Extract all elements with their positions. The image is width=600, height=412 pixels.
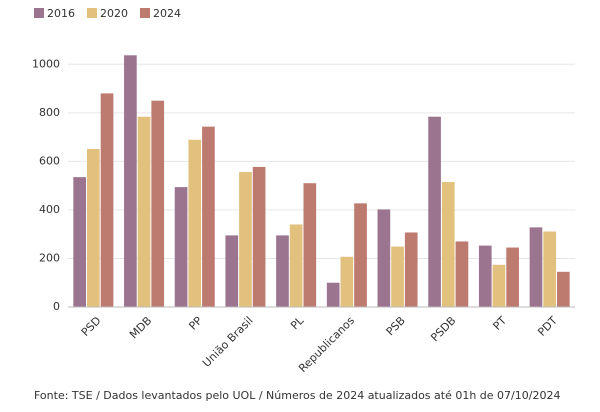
x-tick-label: PSB <box>384 314 408 338</box>
legend-label: 2024 <box>153 7 181 20</box>
bar <box>239 172 252 307</box>
bar <box>492 264 506 307</box>
bar <box>225 235 239 307</box>
bar <box>100 93 114 308</box>
bar <box>87 148 100 307</box>
bar <box>543 231 556 307</box>
legend-swatch <box>34 8 44 18</box>
x-tick-label: União Brasil <box>200 314 256 370</box>
x-tick-label: PDT <box>535 314 560 339</box>
bar <box>340 256 354 307</box>
y-tick-label: 200 <box>39 251 60 264</box>
x-tick-label: PP <box>186 314 205 333</box>
bar <box>276 235 289 307</box>
bar <box>428 116 441 308</box>
bar <box>174 187 188 307</box>
bar <box>124 55 137 308</box>
legend-label: 2016 <box>47 7 75 20</box>
y-tick-label: 0 <box>53 300 60 313</box>
bar <box>202 126 215 308</box>
bar <box>303 183 317 307</box>
legend-label: 2020 <box>100 7 128 20</box>
bar <box>404 232 418 307</box>
bar <box>289 224 303 307</box>
source-note: Fonte: TSE / Dados levantados pelo UOL /… <box>34 389 560 402</box>
y-tick-label: 1000 <box>32 57 60 70</box>
bar <box>326 282 340 307</box>
bar <box>354 203 367 307</box>
bar <box>377 209 391 307</box>
bar <box>151 100 165 307</box>
bar <box>506 247 519 307</box>
bar <box>441 181 455 307</box>
y-tick-label: 400 <box>39 203 60 216</box>
y-tick-label: 600 <box>39 154 60 167</box>
y-tick-label: 800 <box>39 106 60 119</box>
bar <box>391 246 404 307</box>
legend-swatch <box>140 8 150 18</box>
legend-swatch <box>87 8 97 18</box>
bar <box>188 139 202 307</box>
x-tick-label: MDB <box>127 314 154 341</box>
bar <box>556 271 570 307</box>
x-tick-label: PT <box>491 314 510 333</box>
x-tick-label: PL <box>288 313 307 332</box>
bar <box>478 245 492 307</box>
bar <box>252 166 266 307</box>
bar <box>455 241 469 307</box>
bar <box>137 116 151 308</box>
x-tick-label: PSD <box>79 314 104 339</box>
bar <box>529 227 543 307</box>
bar <box>73 177 87 307</box>
x-tick-label: PSDB <box>428 314 458 344</box>
